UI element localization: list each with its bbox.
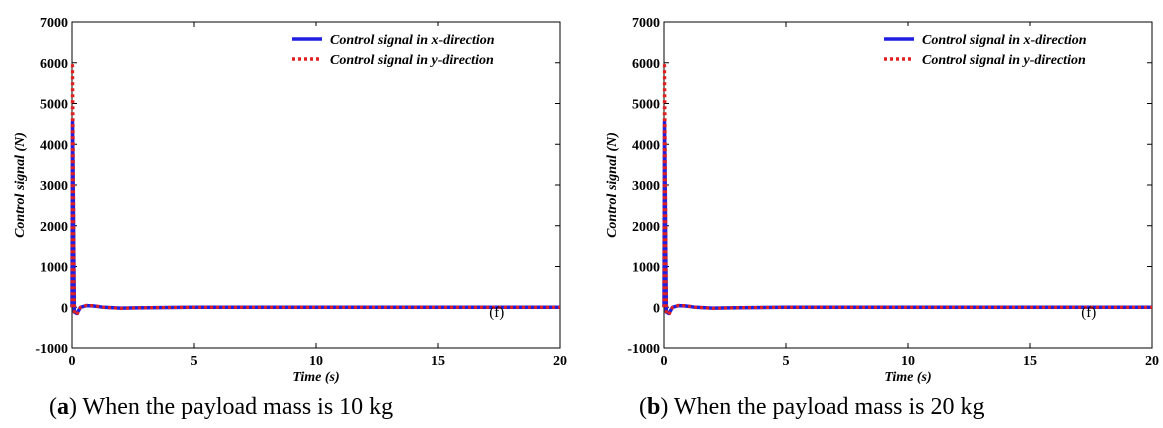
legend-label-x: Control signal in x-direction <box>922 33 1087 48</box>
chart-panel-b: 0 5 10 15 20-1000010002000300040005000600070… <box>605 16 1159 420</box>
x-tick-label: 5 <box>783 354 790 369</box>
x-tick-label: 5 <box>191 354 198 369</box>
chart-panel-a: 0 5 10 15 20-1000010002000300040005000600070… <box>13 16 567 420</box>
x-tick-label: 15 <box>1023 354 1037 369</box>
y-tick-label: 4000 <box>40 138 68 153</box>
y-tick-label: -1000 <box>627 342 660 357</box>
y-tick-label: 5000 <box>40 98 68 113</box>
panel-annotation: (f) <box>1081 305 1096 321</box>
legend-box <box>284 26 554 68</box>
series-line-x <box>70 120 560 316</box>
y-axis-title: Control signal (N) <box>605 132 620 238</box>
legend-label-y: Control signal in y-direction <box>330 53 494 68</box>
x-axis-title: Time (s) <box>292 370 339 385</box>
legend-label-x: Control signal in x-direction <box>330 33 495 48</box>
x-tick-label: 10 <box>901 354 915 369</box>
x-tick-label: 15 <box>431 354 445 369</box>
panel-annotation: (f) <box>489 305 504 321</box>
y-tick-label: 2000 <box>632 220 660 235</box>
legend-label-y: Control signal in y-direction <box>922 53 1086 68</box>
y-tick-label: 4000 <box>632 138 660 153</box>
y-tick-label: 2000 <box>40 220 68 235</box>
x-tick-label: 20 <box>1145 354 1159 369</box>
plot-frame <box>71 21 561 349</box>
y-tick-label: 0 <box>653 301 660 316</box>
x-axis-title: Time (s) <box>884 370 931 385</box>
y-tick-label: 7000 <box>40 16 68 31</box>
series-line-y <box>662 61 1152 317</box>
y-axis-title: Control signal (N) <box>13 132 28 238</box>
panel-caption: (a) When the payload mass is 10 kg <box>49 394 393 420</box>
y-tick-label: 1000 <box>40 261 68 276</box>
y-tick-label: 3000 <box>632 179 660 194</box>
legend-box <box>876 26 1146 68</box>
y-tick-label: 6000 <box>632 57 660 72</box>
y-tick-label: 0 <box>61 301 68 316</box>
plot-frame <box>663 21 1153 349</box>
x-tick-label: 10 <box>309 354 323 369</box>
y-tick-label: 3000 <box>40 179 68 194</box>
x-tick-label: 20 <box>553 354 567 369</box>
y-tick-label: 6000 <box>40 57 68 72</box>
series-line-x <box>662 120 1152 316</box>
y-tick-label: 1000 <box>632 261 660 276</box>
x-tick-label: 0 <box>661 354 668 369</box>
x-tick-label: 0 <box>69 354 76 369</box>
y-tick-label: -1000 <box>35 342 68 357</box>
y-tick-label: 7000 <box>632 16 660 31</box>
panel-caption: (b) When the payload mass is 20 kg <box>639 394 985 420</box>
y-tick-label: 5000 <box>632 98 660 113</box>
series-line-y <box>70 61 560 317</box>
